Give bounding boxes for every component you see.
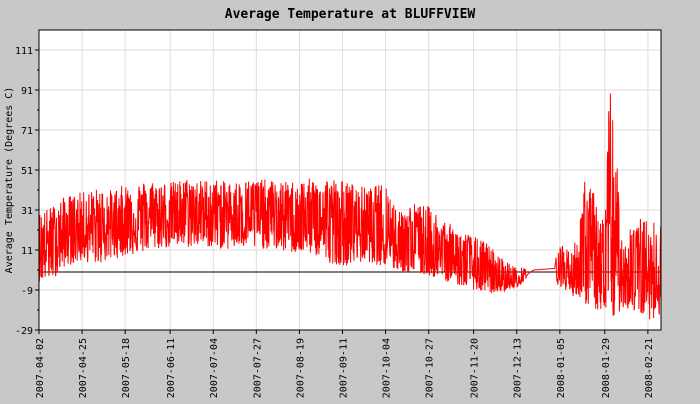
- y-axis-label: Average Temperature (Degrees C): [4, 87, 15, 274]
- y-tick-label: 91: [21, 86, 33, 97]
- chart-title: Average Temperature at BLUFFVIEW: [225, 7, 476, 22]
- x-tick-label: 2007-09-11: [339, 338, 350, 398]
- x-tick-label: 2007-04-25: [78, 338, 89, 398]
- x-tick-label: 2008-01-05: [556, 338, 567, 398]
- x-tick-label: 2007-12-13: [513, 338, 524, 398]
- x-tick-label: 2007-10-27: [425, 338, 436, 398]
- y-tick-label: 111: [15, 46, 33, 57]
- temperature-series-line: [38, 93, 662, 320]
- x-tick-label: 2007-07-04: [209, 338, 220, 398]
- x-tick-label: 2007-08-19: [295, 338, 306, 398]
- y-tick-label: -9: [21, 286, 33, 297]
- x-tick-label: 2007-06-11: [166, 338, 177, 398]
- x-tick-label: 2008-02-21: [644, 338, 655, 398]
- y-tick-label: 51: [21, 166, 33, 177]
- x-tick-label: 2007-04-02: [35, 338, 46, 398]
- plot-area: [39, 30, 661, 330]
- axes: -29 -9 11 31 51 71 91 111 2007-04-02 2007-04-25 20…: [15, 46, 655, 398]
- x-tick-label: 2007-11-20: [470, 338, 481, 398]
- y-tick-label: 11: [21, 246, 33, 257]
- x-tick-label: 2008-01-29: [601, 338, 612, 398]
- y-tick-label: 71: [21, 126, 33, 137]
- x-tick-label: 2007-10-04: [382, 338, 393, 398]
- x-tick-label: 2007-07-27: [252, 338, 263, 398]
- y-tick-label: -29: [15, 326, 33, 337]
- y-tick-label: 31: [21, 206, 33, 217]
- x-tick-label: 2007-05-18: [121, 338, 132, 398]
- series-layer: [38, 93, 662, 320]
- plot-frame: [38, 29, 662, 331]
